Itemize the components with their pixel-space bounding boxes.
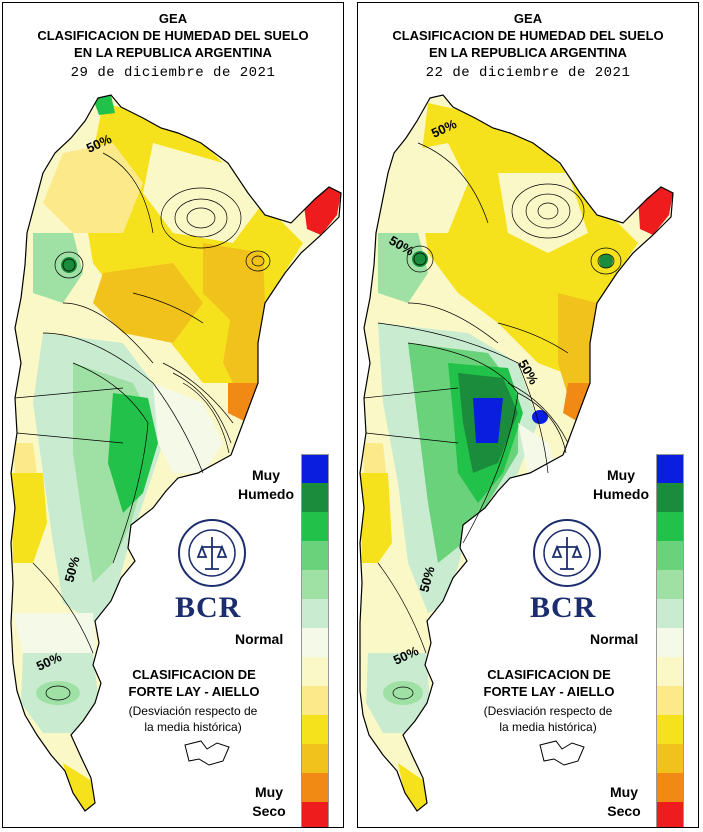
legend-swatch bbox=[656, 599, 684, 628]
legend-swatch bbox=[301, 715, 329, 744]
caption-title: CLASIFICACION DE FORTE LAY - AIELLO bbox=[128, 667, 260, 699]
caption-note: (Desviación respecto de la media históric… bbox=[128, 704, 258, 734]
header-date: 22 de diciembre de 2021 bbox=[425, 65, 631, 81]
legend-swatch bbox=[656, 715, 684, 744]
legend-swatch bbox=[301, 454, 329, 483]
contour-lines bbox=[14, 152, 271, 701]
color-legend bbox=[301, 454, 329, 827]
legend-label-normal: Normal bbox=[235, 631, 284, 647]
color-legend bbox=[656, 454, 684, 827]
legend-swatch bbox=[656, 657, 684, 686]
legend-swatch bbox=[301, 570, 329, 599]
header-date: 29 de diciembre de 2021 bbox=[70, 65, 276, 81]
bcr-logo-text: BCR bbox=[175, 591, 242, 624]
header-title-line1: CLASIFICACION DE HUMEDAD DEL SUELO bbox=[392, 28, 664, 43]
legend-swatch bbox=[656, 541, 684, 570]
legend-swatch bbox=[301, 628, 329, 657]
legend-swatch bbox=[301, 512, 329, 541]
legend-label-normal: Normal bbox=[590, 631, 639, 647]
soil-moisture-map: 50% 50% 50% bbox=[10, 94, 342, 812]
legend-swatch bbox=[301, 541, 329, 570]
header-title-line2: EN LA REPUBLICA ARGENTINA bbox=[74, 45, 272, 60]
legend-swatch bbox=[301, 686, 329, 715]
legend-swatch bbox=[301, 483, 329, 512]
contour-lines bbox=[363, 142, 622, 700]
caption-note: (Desviación respecto de la media históric… bbox=[483, 704, 613, 734]
contour-label: 50% bbox=[61, 554, 82, 583]
bcr-logo-text: BCR bbox=[530, 591, 597, 624]
contour-label: 50% bbox=[416, 564, 437, 593]
legend-swatch bbox=[656, 570, 684, 599]
legend-label-very-wet: Muy Humedo bbox=[238, 467, 294, 502]
header-org: GEA bbox=[158, 11, 188, 26]
legend-swatch bbox=[656, 454, 684, 483]
header-org: GEA bbox=[513, 11, 543, 26]
legend-swatch bbox=[656, 686, 684, 715]
country-outline bbox=[359, 94, 674, 812]
legend-label-very-dry: Muy Seco bbox=[252, 784, 286, 819]
legend-swatch bbox=[301, 802, 329, 827]
soil-moisture-map: 50% 50% 50% 50% 50% bbox=[359, 94, 674, 812]
caption-title: CLASIFICACION DE FORTE LAY - AIELLO bbox=[483, 667, 615, 699]
legend-swatch bbox=[301, 657, 329, 686]
header-title-line2: EN LA REPUBLICA ARGENTINA bbox=[429, 45, 627, 60]
legend-swatch bbox=[656, 628, 684, 657]
legend-swatch bbox=[656, 802, 684, 827]
falkland-islands bbox=[184, 740, 230, 766]
legend-swatch bbox=[301, 744, 329, 773]
legend-swatch bbox=[656, 512, 684, 541]
header-title-line1: CLASIFICACION DE HUMEDAD DEL SUELO bbox=[37, 28, 309, 43]
legend-label-very-dry: Muy Seco bbox=[607, 784, 641, 819]
legend-swatch bbox=[301, 773, 329, 802]
country-outline bbox=[10, 94, 342, 812]
legend-swatch bbox=[656, 483, 684, 512]
falkland-islands bbox=[539, 740, 585, 766]
map-panel-2021-12-22: 50% 50% 50% 50% 50% GEA CLASIFICACION DE… bbox=[357, 2, 699, 828]
legend-swatch bbox=[301, 599, 329, 628]
legend-label-very-wet: Muy Humedo bbox=[593, 467, 649, 502]
bcr-seal-logo bbox=[178, 519, 246, 587]
legend-swatch bbox=[656, 773, 684, 802]
map-panel-2021-12-29: 50% 50% 50% GEA CLASIFICACION DE HUMEDAD… bbox=[2, 2, 344, 828]
bcr-seal-logo bbox=[533, 519, 601, 587]
legend-swatch bbox=[656, 744, 684, 773]
